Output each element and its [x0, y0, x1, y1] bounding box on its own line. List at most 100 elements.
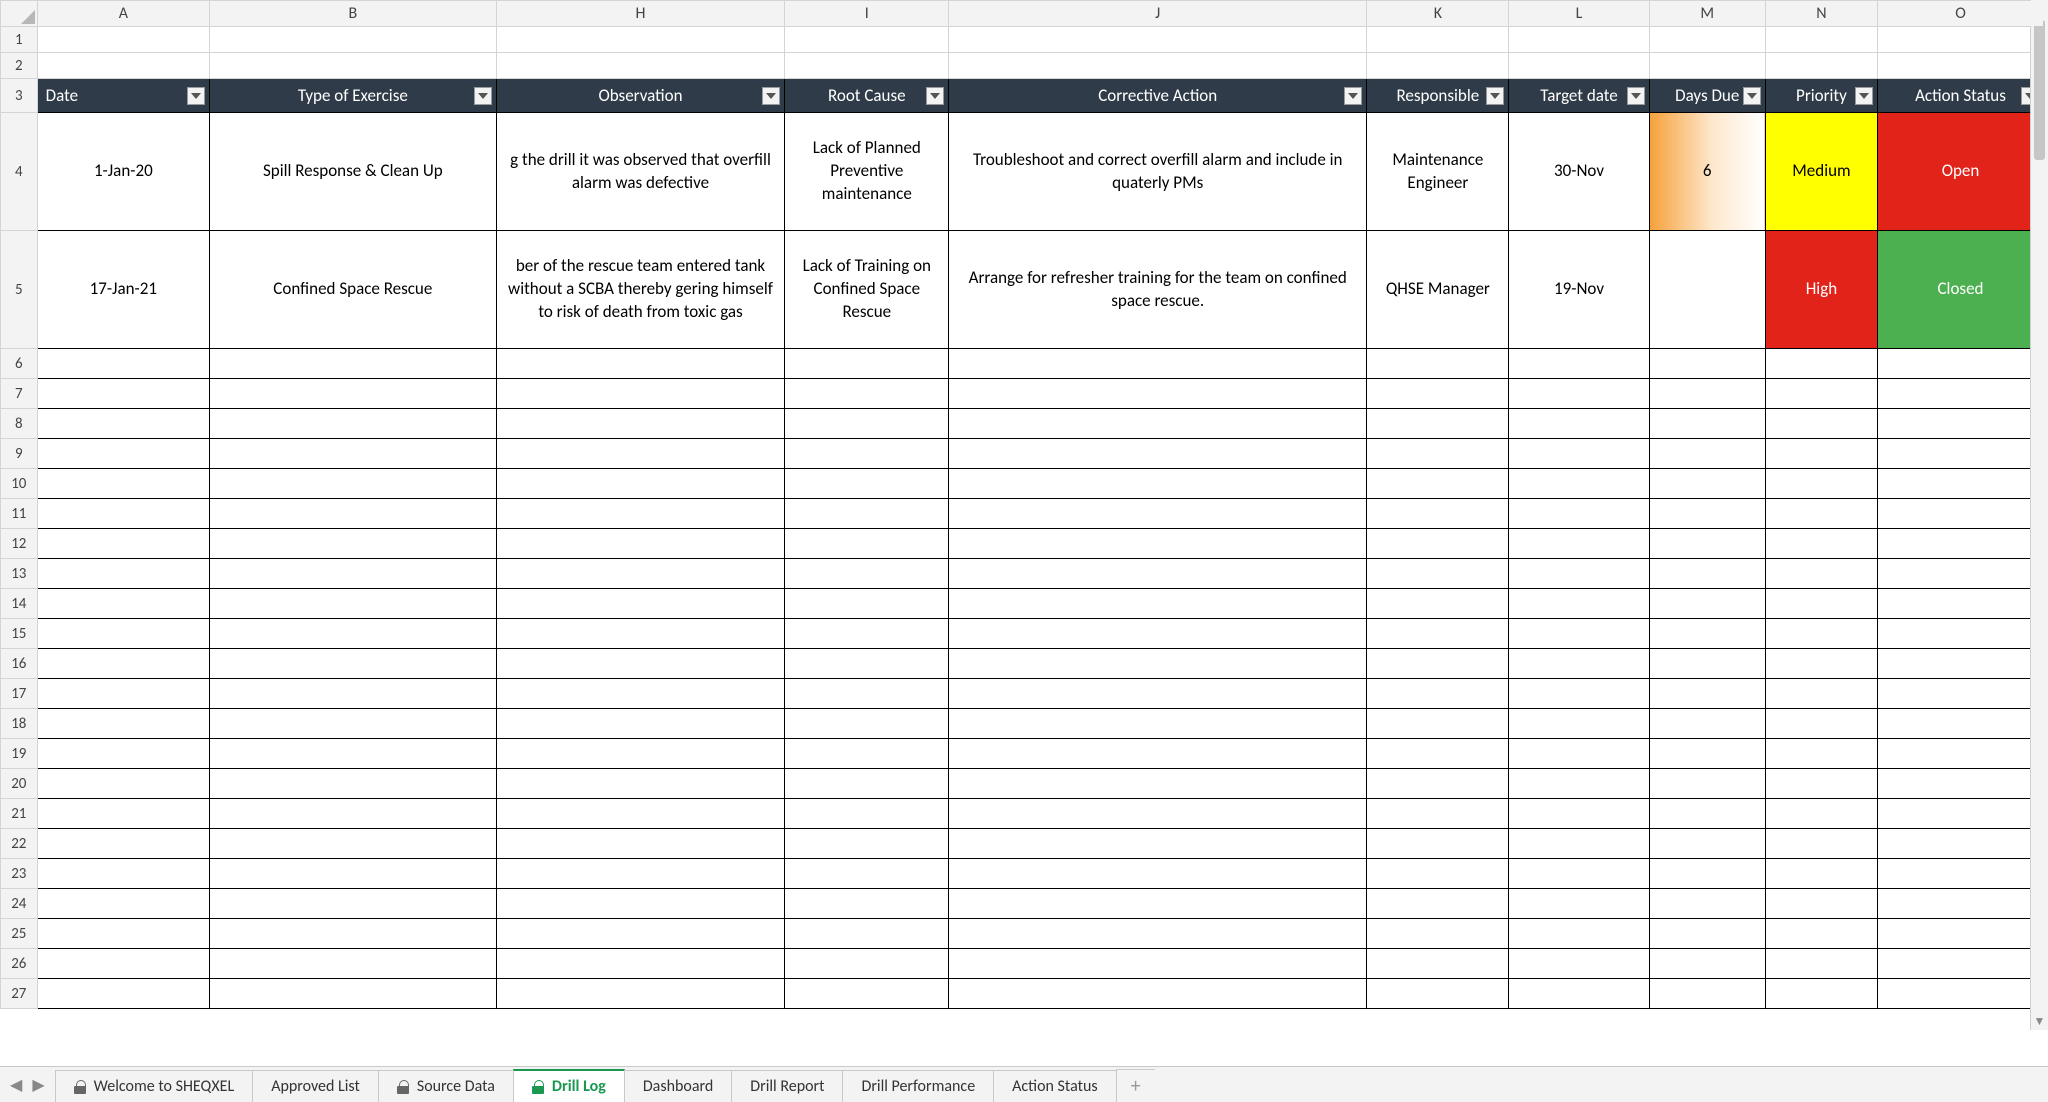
cell-H13[interactable] [496, 559, 785, 589]
cell-I2[interactable] [785, 53, 949, 79]
cell-B24[interactable] [210, 889, 497, 919]
date-cell[interactable]: 17-Jan-21 [37, 231, 209, 349]
cell-M9[interactable] [1649, 439, 1765, 469]
row-header-11[interactable]: 11 [1, 499, 38, 529]
cell-O19[interactable] [1877, 739, 2043, 769]
cell-M10[interactable] [1649, 469, 1765, 499]
cell-L25[interactable] [1509, 919, 1649, 949]
column-header-J[interactable]: J [949, 1, 1367, 27]
cell-K24[interactable] [1367, 889, 1509, 919]
cell-M27[interactable] [1649, 979, 1765, 1009]
cell-J14[interactable] [949, 589, 1367, 619]
cell-O13[interactable] [1877, 559, 2043, 589]
sheet-tab-welcome-to-sheqxel[interactable]: Welcome to SHEQXEL [55, 1070, 254, 1102]
cell-L17[interactable] [1509, 679, 1649, 709]
sheet-tab-drill-performance[interactable]: Drill Performance [842, 1070, 994, 1102]
filter-dropdown-icon[interactable] [187, 87, 205, 105]
row-header-27[interactable]: 27 [1, 979, 38, 1009]
cell-K13[interactable] [1367, 559, 1509, 589]
cell-A22[interactable] [37, 829, 209, 859]
cell-M2[interactable] [1649, 53, 1765, 79]
cell-L8[interactable] [1509, 409, 1649, 439]
cell-M23[interactable] [1649, 859, 1765, 889]
cell-O17[interactable] [1877, 679, 2043, 709]
cell-L16[interactable] [1509, 649, 1649, 679]
cell-J11[interactable] [949, 499, 1367, 529]
cell-J26[interactable] [949, 949, 1367, 979]
cell-B14[interactable] [210, 589, 497, 619]
cell-K1[interactable] [1367, 27, 1509, 53]
cell-B19[interactable] [210, 739, 497, 769]
cell-J20[interactable] [949, 769, 1367, 799]
column-header-K[interactable]: K [1367, 1, 1509, 27]
cell-B23[interactable] [210, 859, 497, 889]
cell-B6[interactable] [210, 349, 497, 379]
table-header-responsible[interactable]: Responsible [1367, 79, 1509, 113]
cell-N27[interactable] [1765, 979, 1877, 1009]
cell-A16[interactable] [37, 649, 209, 679]
cell-J24[interactable] [949, 889, 1367, 919]
cell-J18[interactable] [949, 709, 1367, 739]
cell-N13[interactable] [1765, 559, 1877, 589]
row-header-10[interactable]: 10 [1, 469, 38, 499]
column-header-N[interactable]: N [1765, 1, 1877, 27]
cell-A13[interactable] [37, 559, 209, 589]
cell-O7[interactable] [1877, 379, 2043, 409]
cell-B2[interactable] [210, 53, 497, 79]
cell-B16[interactable] [210, 649, 497, 679]
cell-J6[interactable] [949, 349, 1367, 379]
cell-M26[interactable] [1649, 949, 1765, 979]
cell-H26[interactable] [496, 949, 785, 979]
cell-B26[interactable] [210, 949, 497, 979]
cell-L24[interactable] [1509, 889, 1649, 919]
table-header-observation[interactable]: Observation [496, 79, 785, 113]
cell-H9[interactable] [496, 439, 785, 469]
cell-M14[interactable] [1649, 589, 1765, 619]
cell-N15[interactable] [1765, 619, 1877, 649]
cell-N19[interactable] [1765, 739, 1877, 769]
cell-A18[interactable] [37, 709, 209, 739]
table-header-corrective-action[interactable]: Corrective Action [949, 79, 1367, 113]
cell-O12[interactable] [1877, 529, 2043, 559]
cell-B21[interactable] [210, 799, 497, 829]
cell-L1[interactable] [1509, 27, 1649, 53]
cell-J22[interactable] [949, 829, 1367, 859]
cell-K10[interactable] [1367, 469, 1509, 499]
cell-A24[interactable] [37, 889, 209, 919]
cell-H2[interactable] [496, 53, 785, 79]
grid-area[interactable]: ABHIJKLMNO123DateType of ExerciseObserva… [0, 0, 2048, 1066]
cell-K9[interactable] [1367, 439, 1509, 469]
filter-dropdown-icon[interactable] [1743, 87, 1761, 105]
table-header-days-due[interactable]: Days Due [1649, 79, 1765, 113]
row-header-17[interactable]: 17 [1, 679, 38, 709]
tab-next-icon[interactable]: ▶ [32, 1075, 44, 1095]
cell-B8[interactable] [210, 409, 497, 439]
cell-I21[interactable] [785, 799, 949, 829]
cell-H25[interactable] [496, 919, 785, 949]
cell-I1[interactable] [785, 27, 949, 53]
cell-M22[interactable] [1649, 829, 1765, 859]
row-header-16[interactable]: 16 [1, 649, 38, 679]
cell-K6[interactable] [1367, 349, 1509, 379]
cell-K22[interactable] [1367, 829, 1509, 859]
cell-M15[interactable] [1649, 619, 1765, 649]
date-cell[interactable]: 1-Jan-20 [37, 113, 209, 231]
cell-A14[interactable] [37, 589, 209, 619]
cell-A2[interactable] [37, 53, 209, 79]
cell-N24[interactable] [1765, 889, 1877, 919]
cell-B18[interactable] [210, 709, 497, 739]
cell-M12[interactable] [1649, 529, 1765, 559]
cell-N26[interactable] [1765, 949, 1877, 979]
cell-H11[interactable] [496, 499, 785, 529]
column-header-L[interactable]: L [1509, 1, 1649, 27]
cell-L20[interactable] [1509, 769, 1649, 799]
cell-K21[interactable] [1367, 799, 1509, 829]
cell-H27[interactable] [496, 979, 785, 1009]
row-header-3[interactable]: 3 [1, 79, 38, 113]
cell-K27[interactable] [1367, 979, 1509, 1009]
sheet-tab-action-status[interactable]: Action Status [993, 1070, 1116, 1102]
cell-A9[interactable] [37, 439, 209, 469]
row-header-24[interactable]: 24 [1, 889, 38, 919]
cell-M7[interactable] [1649, 379, 1765, 409]
cell-O8[interactable] [1877, 409, 2043, 439]
